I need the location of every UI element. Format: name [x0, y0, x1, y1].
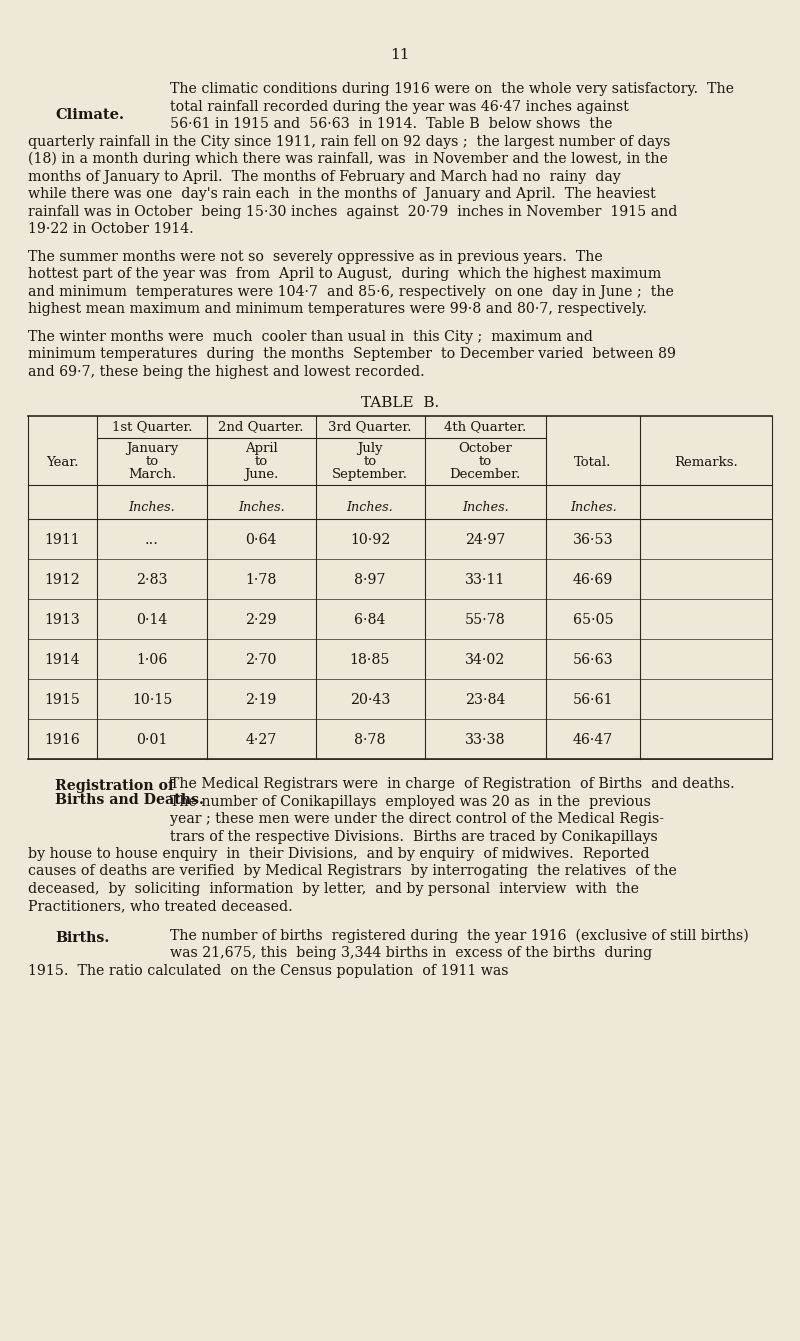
Text: 1·06: 1·06 — [136, 653, 168, 666]
Text: months of January to April.  The months of February and March had no  rainy  day: months of January to April. The months o… — [28, 169, 621, 184]
Text: to: to — [146, 455, 158, 468]
Text: 8·78: 8·78 — [354, 734, 386, 747]
Text: 56·63: 56·63 — [573, 653, 614, 666]
Text: Year.: Year. — [46, 456, 78, 469]
Text: 18·85: 18·85 — [350, 653, 390, 666]
Text: The number of births  registered during  the year 1916  (exclusive of still birt: The number of births registered during t… — [170, 929, 749, 943]
Text: to: to — [478, 455, 491, 468]
Text: Inches.: Inches. — [238, 502, 284, 514]
Text: The climatic conditions during 1916 were on  the whole very satisfactory.  The: The climatic conditions during 1916 were… — [170, 82, 734, 97]
Text: July: July — [357, 443, 383, 455]
Text: total rainfall recorded during the year was 46·47 inches against: total rainfall recorded during the year … — [170, 99, 629, 114]
Text: Inches.: Inches. — [462, 502, 508, 514]
Text: TABLE  B.: TABLE B. — [361, 396, 439, 410]
Text: 20·43: 20·43 — [350, 693, 390, 707]
Text: deceased,  by  soliciting  information  by letter,  and by personal  interview  : deceased, by soliciting information by l… — [28, 882, 639, 896]
Text: 1912: 1912 — [44, 573, 80, 587]
Text: Registration of: Registration of — [55, 779, 174, 793]
Text: 2·83: 2·83 — [136, 573, 168, 587]
Text: quarterly rainfall in the City since 1911, rain fell on 92 days ;  the largest n: quarterly rainfall in the City since 191… — [28, 134, 670, 149]
Text: October: October — [458, 443, 512, 455]
Text: year ; these men were under the direct control of the Medical Regis-: year ; these men were under the direct c… — [170, 813, 664, 826]
Text: 33·11: 33·11 — [465, 573, 505, 587]
Text: 23·84: 23·84 — [465, 693, 505, 707]
Text: 34·02: 34·02 — [465, 653, 505, 666]
Text: December.: December. — [450, 468, 521, 481]
Text: rainfall was in October  being 15·30 inches  against  20·79  inches in November : rainfall was in October being 15·30 inch… — [28, 204, 678, 219]
Text: to: to — [363, 455, 377, 468]
Text: The summer months were not so  severely oppressive as in previous years.  The: The summer months were not so severely o… — [28, 249, 602, 263]
Text: hottest part of the year was  from  April to August,  during  which the highest : hottest part of the year was from April … — [28, 267, 662, 282]
Text: Births and Deaths.: Births and Deaths. — [55, 793, 204, 807]
Text: 8·97: 8·97 — [354, 573, 386, 587]
Text: 2·19: 2·19 — [246, 693, 277, 707]
Text: 11: 11 — [390, 48, 410, 62]
Text: by house to house enquiry  in  their Divisions,  and by enquiry  of midwives.  R: by house to house enquiry in their Divis… — [28, 848, 650, 861]
Text: was 21,675, this  being 3,344 births in  excess of the births  during: was 21,675, this being 3,344 births in e… — [170, 947, 652, 960]
Text: Practitioners, who treated deceased.: Practitioners, who treated deceased. — [28, 900, 293, 913]
Text: 3rd Quarter.: 3rd Quarter. — [328, 420, 412, 433]
Text: 1915.  The ratio calculated  on the Census population  of 1911 was: 1915. The ratio calculated on the Census… — [28, 964, 509, 978]
Text: 1914: 1914 — [44, 653, 80, 666]
Text: Climate.: Climate. — [55, 109, 124, 122]
Text: Inches.: Inches. — [570, 502, 616, 514]
Text: 55·78: 55·78 — [465, 613, 506, 628]
Text: 0·01: 0·01 — [136, 734, 168, 747]
Text: 0·14: 0·14 — [136, 613, 168, 628]
Text: March.: March. — [128, 468, 176, 481]
Text: 46·47: 46·47 — [573, 734, 613, 747]
Text: 36·53: 36·53 — [573, 532, 614, 547]
Text: 2·70: 2·70 — [246, 653, 277, 666]
Text: 56·61: 56·61 — [573, 693, 614, 707]
Text: and 69·7, these being the highest and lowest recorded.: and 69·7, these being the highest and lo… — [28, 365, 425, 378]
Text: April: April — [245, 443, 278, 455]
Text: The winter months were  much  cooler than usual in  this City ;  maximum and: The winter months were much cooler than … — [28, 330, 593, 343]
Text: 10·15: 10·15 — [132, 693, 172, 707]
Text: and minimum  temperatures were 104·7  and 85·6, respectively  on one  day in Jun: and minimum temperatures were 104·7 and … — [28, 284, 674, 299]
Text: highest mean maximum and minimum temperatures were 99·8 and 80·7, respectively.: highest mean maximum and minimum tempera… — [28, 302, 647, 316]
Text: 1911: 1911 — [44, 532, 80, 547]
Text: 33·38: 33·38 — [465, 734, 506, 747]
Text: 1916: 1916 — [44, 734, 80, 747]
Text: minimum temperatures  during  the months  September  to December varied  between: minimum temperatures during the months S… — [28, 347, 676, 361]
Text: Total.: Total. — [574, 456, 612, 469]
Text: The Medical Registrars were  in charge  of Registration  of Births  and deaths.: The Medical Registrars were in charge of… — [170, 776, 734, 791]
Text: Inches.: Inches. — [346, 502, 394, 514]
Text: while there was one  day's rain each  in the months of  January and April.  The : while there was one day's rain each in t… — [28, 186, 656, 201]
Text: 1st Quarter.: 1st Quarter. — [112, 420, 192, 433]
Text: 1913: 1913 — [44, 613, 80, 628]
Text: Births.: Births. — [55, 931, 110, 945]
Text: 65·05: 65·05 — [573, 613, 614, 628]
Text: 2·29: 2·29 — [246, 613, 277, 628]
Text: 24·97: 24·97 — [465, 532, 505, 547]
Text: Remarks.: Remarks. — [674, 456, 738, 469]
Text: 10·92: 10·92 — [350, 532, 390, 547]
Text: 1·78: 1·78 — [246, 573, 277, 587]
Text: 6·84: 6·84 — [354, 613, 386, 628]
Text: 2nd Quarter.: 2nd Quarter. — [218, 420, 304, 433]
Text: ...: ... — [145, 532, 159, 547]
Text: January: January — [126, 443, 178, 455]
Text: trars of the respective Divisions.  Births are traced by Conikapillays: trars of the respective Divisions. Birth… — [170, 830, 658, 843]
Text: 19·22 in October 1914.: 19·22 in October 1914. — [28, 223, 194, 236]
Text: Inches.: Inches. — [129, 502, 175, 514]
Text: 4th Quarter.: 4th Quarter. — [444, 420, 526, 433]
Text: The number of Conikapillays  employed was 20 as  in the  previous: The number of Conikapillays employed was… — [170, 794, 651, 809]
Text: June.: June. — [244, 468, 278, 481]
Text: to: to — [254, 455, 267, 468]
Text: 46·69: 46·69 — [573, 573, 613, 587]
Text: (18) in a month during which there was rainfall, was  in November and the lowest: (18) in a month during which there was r… — [28, 152, 668, 166]
Text: 0·64: 0·64 — [246, 532, 277, 547]
Text: 56·61 in 1915 and  56·63  in 1914.  Table B  below shows  the: 56·61 in 1915 and 56·63 in 1914. Table B… — [170, 117, 613, 131]
Text: 1915: 1915 — [44, 693, 80, 707]
Text: 4·27: 4·27 — [246, 734, 277, 747]
Text: causes of deaths are verified  by Medical Registrars  by interrogating  the rela: causes of deaths are verified by Medical… — [28, 865, 677, 878]
Text: September.: September. — [332, 468, 408, 481]
